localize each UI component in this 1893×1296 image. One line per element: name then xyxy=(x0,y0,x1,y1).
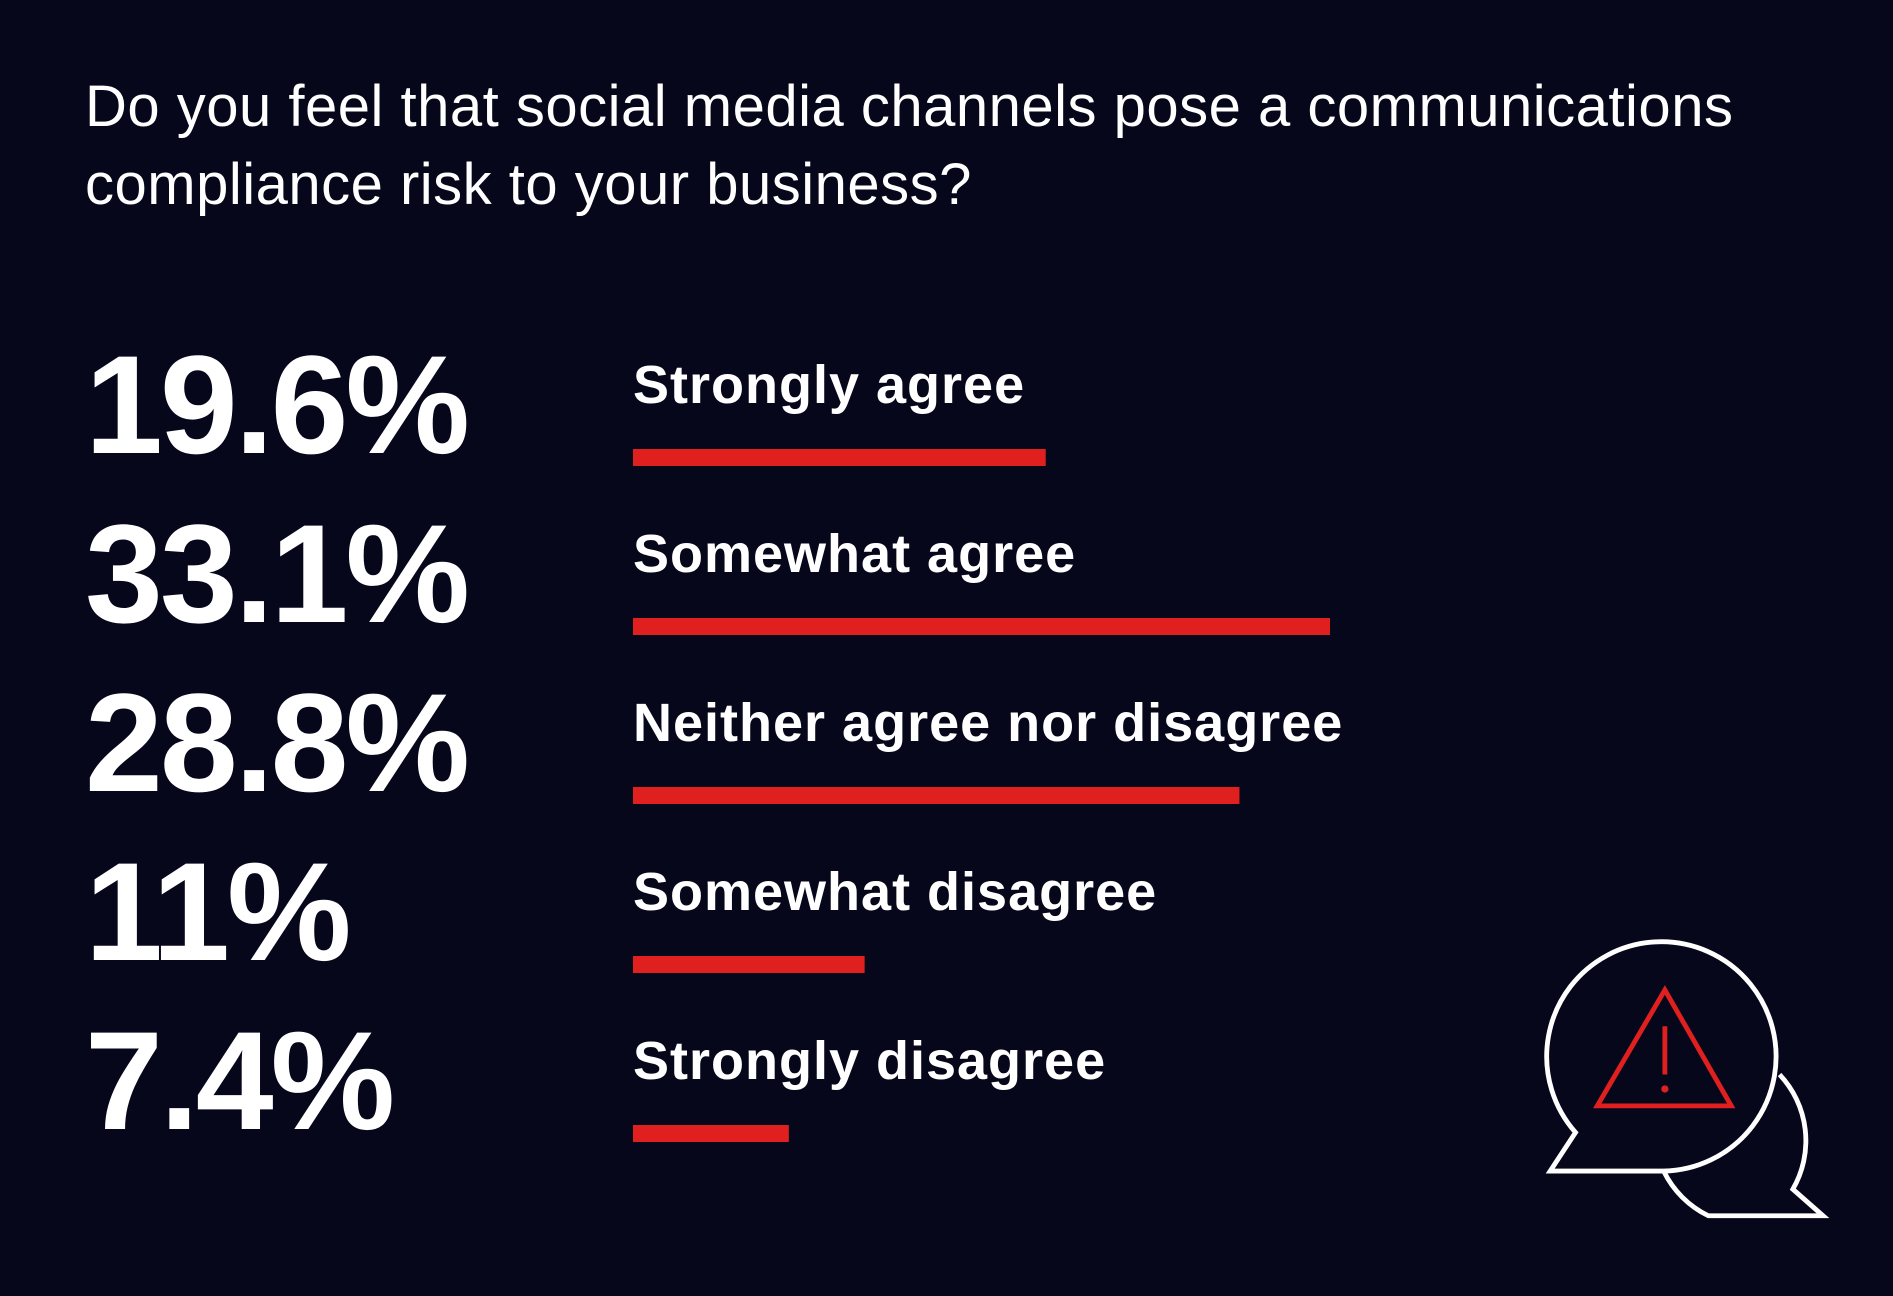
value-label: 11% xyxy=(85,833,348,990)
alert-icon xyxy=(1544,939,1830,1219)
bar xyxy=(633,956,865,973)
category-label: Strongly agree xyxy=(633,355,1025,415)
warning-triangle xyxy=(1593,985,1736,1109)
bar xyxy=(633,1125,789,1142)
category-label: Strongly disagree xyxy=(633,1031,1106,1091)
warning-dot xyxy=(1661,1085,1669,1093)
value-label: 33.1% xyxy=(85,495,467,652)
bar xyxy=(633,449,1046,466)
back-bubble xyxy=(1661,1072,1830,1219)
category-label: Neither agree nor disagree xyxy=(633,693,1343,753)
value-label: 19.6% xyxy=(85,326,467,483)
category-label: Somewhat agree xyxy=(633,524,1076,584)
chart-title: Do you feel that social media channels p… xyxy=(85,74,1734,217)
front-bubble xyxy=(1544,939,1779,1174)
bar xyxy=(633,787,1240,804)
category-label: Somewhat disagree xyxy=(633,862,1157,922)
value-label: 28.8% xyxy=(85,664,467,821)
bar xyxy=(633,618,1330,635)
value-label: 7.4% xyxy=(85,1002,392,1159)
